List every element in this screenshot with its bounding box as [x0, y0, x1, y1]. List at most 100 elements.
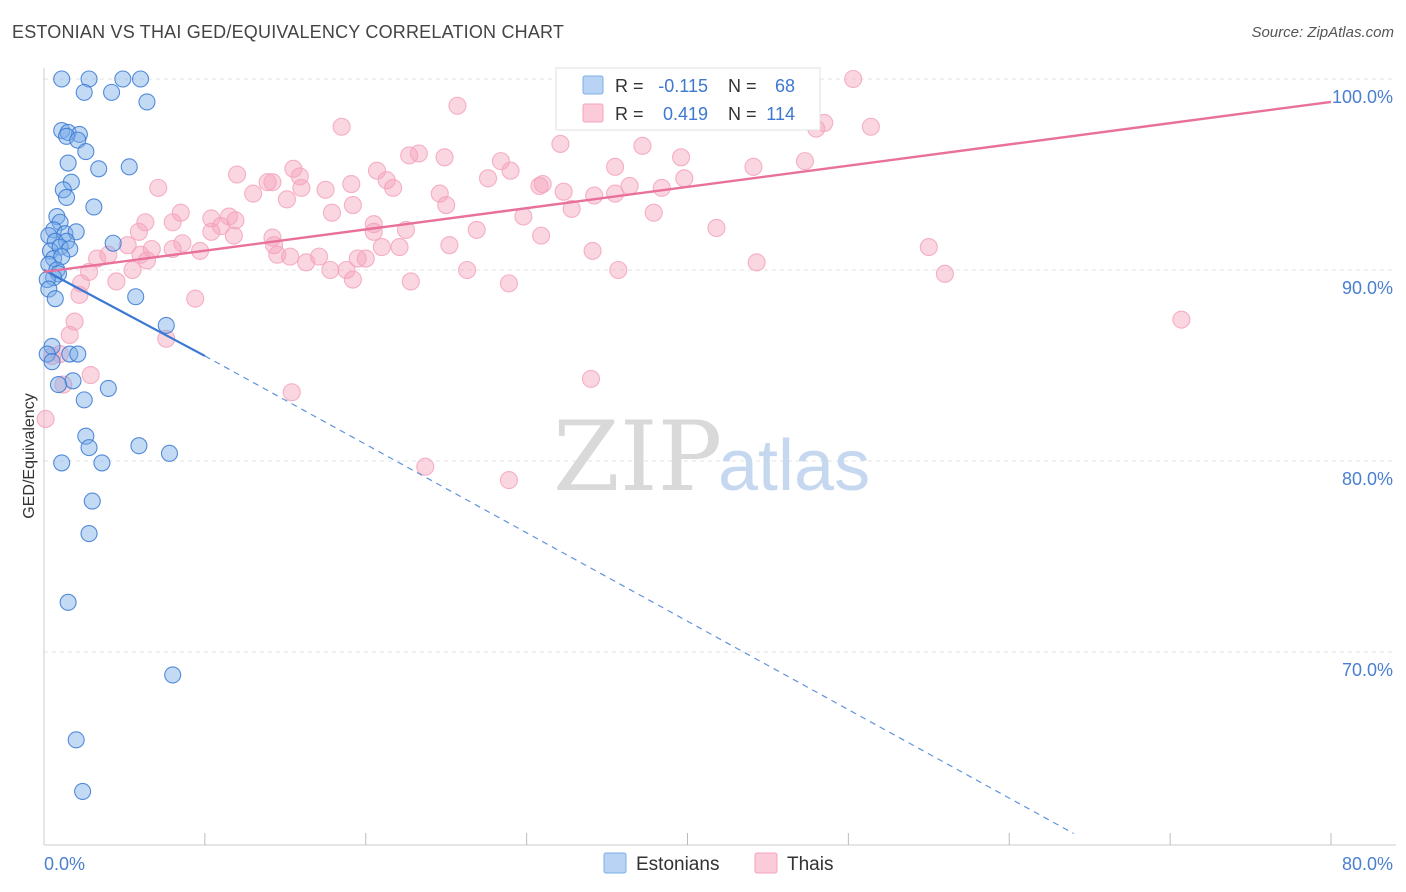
bottom-legend-swatch-thais: [754, 852, 778, 874]
thais-point: [606, 184, 625, 203]
x-axis-ticks: [204, 833, 1332, 845]
estonians-point: [93, 454, 111, 472]
thais-point: [795, 152, 814, 171]
estonians-point: [43, 353, 61, 371]
estonians-point: [59, 154, 77, 172]
x-tick-label-max: 80.0%: [1342, 854, 1393, 874]
thais-point: [316, 180, 335, 199]
estonians-point: [75, 83, 93, 101]
thais-point: [458, 260, 477, 280]
estonians-point: [57, 188, 76, 206]
thais-point: [123, 260, 142, 280]
thais-point: [1172, 310, 1191, 329]
x-tick-label-min: 0.0%: [44, 854, 85, 874]
thais-point: [337, 260, 356, 280]
thais-point: [606, 157, 625, 176]
thais-point: [202, 222, 221, 241]
estonians-point: [104, 234, 122, 252]
estonians-point: [64, 372, 82, 390]
estonians-point: [70, 125, 88, 143]
thais-point: [149, 178, 168, 197]
thais-point: [707, 218, 726, 238]
thais-point: [342, 175, 361, 194]
thais-point: [228, 165, 247, 184]
thais-point: [491, 152, 510, 171]
thais-point: [377, 171, 396, 190]
estonians-point: [74, 782, 92, 800]
thais-point: [321, 260, 340, 280]
bottom-legend-label-thais: Thais: [787, 854, 833, 875]
gridlines: [44, 78, 1396, 653]
thais-point: [364, 222, 383, 241]
legend-swatch-estonians: [582, 75, 604, 95]
thais-point: [747, 253, 766, 272]
thais-point: [844, 69, 863, 89]
estonians-point: [130, 437, 148, 455]
thais-point: [585, 186, 604, 205]
thais-point: [533, 175, 552, 194]
thais-point: [224, 226, 243, 245]
estonians-point: [53, 70, 71, 88]
thais-point: [919, 238, 938, 257]
thais-point: [356, 249, 375, 268]
thais-point: [284, 159, 303, 178]
estonians-trend-extrapolation: [204, 355, 1074, 834]
estonians-point: [40, 227, 58, 245]
thais-point: [332, 117, 351, 136]
y-tick-label: 100.0%: [1332, 87, 1393, 107]
estonians-point: [80, 525, 98, 543]
legend-r-value-estonians: -0.115: [658, 76, 708, 96]
estonians-point: [85, 198, 103, 216]
thais-point: [499, 471, 518, 490]
estonians-point: [120, 158, 138, 176]
thais-point: [644, 203, 663, 222]
thais-point: [297, 253, 316, 272]
estonians-point: [67, 731, 85, 749]
legend-r-label-thais: R =: [615, 104, 644, 124]
thais-point: [935, 264, 954, 283]
thais-point: [609, 260, 628, 280]
thais-point: [390, 238, 409, 257]
thais-point: [54, 375, 73, 394]
thais-point: [672, 148, 691, 167]
estonians-point: [77, 143, 95, 161]
estonians-point: [83, 492, 101, 510]
legend-n-value-estonians: 68: [775, 76, 795, 96]
chart-source: Source: ZipAtlas.com: [1251, 24, 1394, 41]
estonians-point: [59, 593, 77, 611]
thais-point: [290, 167, 309, 186]
thais-point: [440, 236, 459, 255]
stats-legend: R = -0.115 N = 68 R = 0.419 N = 114: [555, 67, 821, 131]
thais-point: [401, 272, 420, 291]
y-tick-label: 70.0%: [1342, 660, 1393, 680]
thais-point: [532, 226, 551, 245]
thais-points: [36, 69, 1191, 490]
chart-title: ESTONIAN VS THAI GED/EQUIVALENCY CORRELA…: [12, 22, 565, 42]
estonians-point: [69, 345, 87, 363]
estonians-point: [103, 83, 121, 101]
thais-point: [551, 134, 570, 153]
thais-point: [554, 182, 573, 201]
thais-point: [281, 247, 300, 266]
watermark-zip: ZIP: [553, 401, 722, 513]
estonians-point: [164, 666, 182, 684]
estonians-point: [75, 391, 93, 409]
thais-point: [322, 203, 342, 222]
thais-point: [430, 184, 449, 203]
thais-point: [173, 234, 192, 253]
thais-point: [435, 148, 454, 167]
thais-point: [652, 178, 671, 197]
legend-r-label-estonians: R =: [615, 76, 644, 96]
bottom-legend-label-estonians: Estonians: [636, 854, 719, 875]
trend-lines: [43, 100, 1332, 834]
thais-point: [409, 144, 428, 163]
thais-point: [367, 161, 387, 180]
thais-point: [118, 236, 137, 255]
thais-point: [129, 222, 148, 241]
thais-point: [744, 157, 763, 176]
thais-point: [244, 184, 263, 203]
bottom-legend-swatch-estonians: [603, 852, 627, 874]
y-axis-label: GED/Equivalency: [21, 393, 38, 518]
estonians-point: [131, 70, 150, 88]
watermark-atlas: atlas: [718, 426, 870, 506]
